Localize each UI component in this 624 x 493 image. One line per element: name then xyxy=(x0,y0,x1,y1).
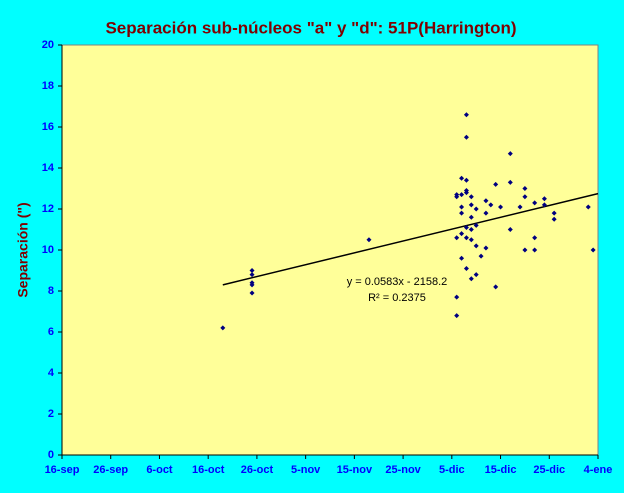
point xyxy=(468,227,474,232)
point xyxy=(463,134,469,140)
point xyxy=(483,210,489,216)
point xyxy=(473,243,479,249)
plot-area xyxy=(61,44,599,456)
point xyxy=(463,190,469,196)
point xyxy=(522,186,528,191)
point xyxy=(454,313,460,319)
point xyxy=(532,235,538,241)
point xyxy=(541,202,547,208)
point xyxy=(249,272,255,278)
point xyxy=(463,112,469,118)
point xyxy=(541,196,547,202)
y-tick-label: 16 xyxy=(42,121,54,133)
point xyxy=(507,227,513,232)
x-tick-label: 4-ene xyxy=(584,464,613,476)
point xyxy=(483,245,489,251)
x-tick-label: 26-oct xyxy=(241,464,274,476)
point xyxy=(493,284,499,290)
x-tick-label: 6-oct xyxy=(146,464,173,476)
x-tick-label: 15-nov xyxy=(337,464,373,476)
point xyxy=(454,194,460,200)
y-tick-label: 8 xyxy=(48,285,54,297)
y-axis-label: Separación (") xyxy=(15,202,31,297)
x-tick-label: 25-dic xyxy=(533,464,565,476)
point xyxy=(463,235,469,241)
point xyxy=(249,282,255,288)
x-tick-label: 26-sep xyxy=(93,464,128,476)
trendline xyxy=(222,192,599,286)
point xyxy=(498,204,504,210)
point xyxy=(459,231,465,237)
point xyxy=(590,247,596,253)
point xyxy=(522,194,528,200)
point xyxy=(551,210,557,216)
point xyxy=(463,265,469,271)
point xyxy=(468,276,474,282)
y-tick-label: 14 xyxy=(42,162,55,174)
point xyxy=(366,237,372,243)
y-tick-label: 12 xyxy=(42,203,54,215)
trend-r2: R² = 0.2375 xyxy=(368,292,426,304)
point xyxy=(459,204,465,210)
point xyxy=(459,175,465,181)
point xyxy=(468,202,474,208)
y-tick-label: 0 xyxy=(48,449,54,461)
point xyxy=(478,253,484,259)
y-tick-label: 10 xyxy=(42,244,54,256)
x-tick-label: 5-nov xyxy=(291,464,321,476)
point xyxy=(454,294,460,300)
x-tick-label: 15-dic xyxy=(485,464,517,476)
point xyxy=(473,222,479,228)
x-tick-label: 16-sep xyxy=(45,464,80,476)
point xyxy=(488,202,494,208)
point xyxy=(473,206,479,212)
point xyxy=(220,325,226,331)
point xyxy=(468,237,474,243)
point xyxy=(249,268,255,273)
point xyxy=(249,290,255,296)
y-tick-label: 4 xyxy=(48,367,55,379)
point xyxy=(493,181,499,187)
y-tick-label: 18 xyxy=(42,80,54,92)
point xyxy=(522,247,528,253)
point xyxy=(463,224,469,230)
point xyxy=(551,216,557,222)
point xyxy=(468,194,474,200)
point xyxy=(459,192,465,198)
point xyxy=(459,255,465,261)
x-tick-label: 5-dic xyxy=(439,464,465,476)
point xyxy=(532,200,538,206)
x-tick-label: 25-nov xyxy=(385,464,421,476)
point xyxy=(507,151,513,157)
y-tick-label: 6 xyxy=(48,326,54,338)
point xyxy=(468,214,474,220)
point xyxy=(483,198,489,204)
point xyxy=(517,204,523,210)
point xyxy=(454,235,460,241)
point xyxy=(585,204,591,210)
chart-title: Separación sub-núcleos "a" y "d": 51P(Ha… xyxy=(105,18,516,37)
y-tick-label: 20 xyxy=(42,39,54,51)
point xyxy=(507,179,513,185)
y-tick-label: 2 xyxy=(48,408,54,420)
point xyxy=(463,177,469,183)
trend-equation: y = 0.0583x - 2158.2 xyxy=(347,276,448,288)
point xyxy=(532,247,538,253)
point xyxy=(459,210,465,216)
point xyxy=(473,272,479,278)
x-tick-label: 16-oct xyxy=(192,464,225,476)
